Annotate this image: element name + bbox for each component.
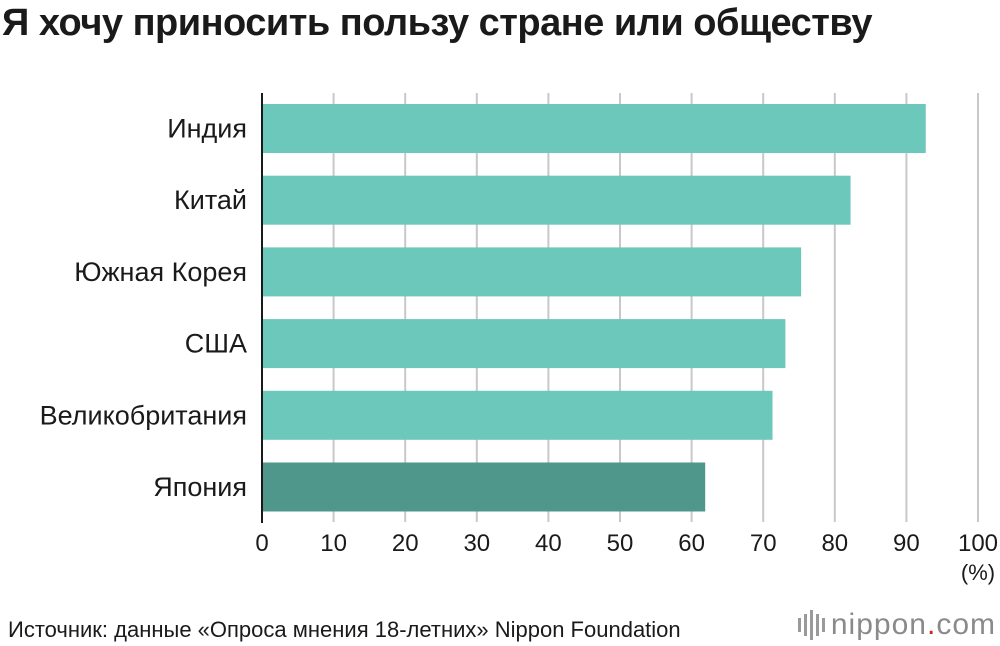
- x-tick-100: 100: [958, 530, 998, 557]
- category-labels: Индия Китай Южная Корея США Великобритания Яп…: [40, 114, 247, 503]
- x-tick-80: 80: [821, 530, 848, 557]
- x-tick-90: 90: [893, 530, 920, 557]
- chart-title: Я хочу приносить пользу стране или общес…: [2, 2, 872, 44]
- x-tick-50: 50: [607, 530, 634, 557]
- logo-suffix: com: [936, 608, 996, 641]
- nippon-logo: nippon.com: [797, 608, 996, 642]
- source-note: Источник: данные «Опроса мнения 18-летни…: [8, 617, 681, 642]
- bar-0: [262, 104, 926, 153]
- x-unit-label: (%): [961, 560, 995, 585]
- category-label-1: Китай: [174, 185, 247, 215]
- bar-2: [262, 247, 802, 297]
- x-tick-70: 70: [750, 530, 777, 557]
- bar-4: [262, 390, 773, 440]
- category-label-3: США: [185, 329, 247, 359]
- x-tick-60: 60: [678, 530, 705, 557]
- x-tick-10: 10: [320, 530, 347, 557]
- category-label-4: Великобритания: [40, 400, 247, 430]
- bar-1: [262, 175, 851, 225]
- grid-lines: [332, 93, 979, 522]
- nippon-bars-icon: [797, 610, 825, 640]
- bar-5: [262, 462, 706, 512]
- logo-text: nippon.com: [831, 608, 996, 642]
- bars: [262, 104, 926, 512]
- category-label-0: Индия: [167, 114, 247, 144]
- bar-3: [262, 319, 786, 369]
- logo-name: nippon: [830, 608, 927, 641]
- category-label-5: Япония: [153, 472, 247, 502]
- x-tick-0: 0: [255, 530, 268, 557]
- x-tick-20: 20: [392, 530, 419, 557]
- x-tick-labels: 0 10 20 30 40 50 60 70 80 90 100 (%): [255, 530, 998, 585]
- x-tick-30: 30: [463, 530, 490, 557]
- logo-dot: .: [926, 608, 937, 641]
- category-label-2: Южная Корея: [74, 257, 247, 287]
- x-tick-40: 40: [535, 530, 562, 557]
